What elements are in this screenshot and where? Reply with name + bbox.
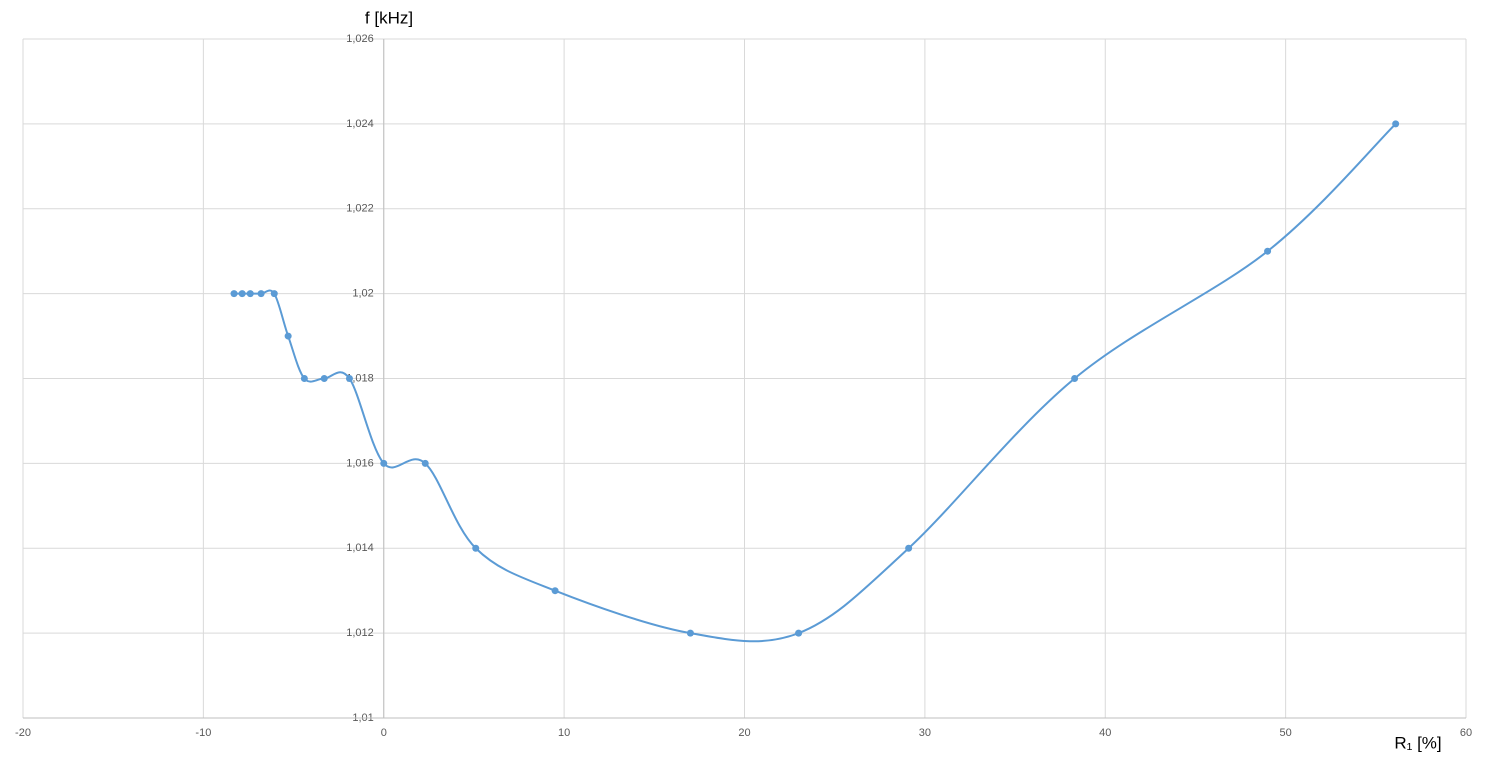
y-tick-label: 1,012	[346, 627, 374, 639]
data-point	[380, 459, 388, 467]
y-tick-label: 1,016	[346, 457, 374, 469]
data-point	[1392, 120, 1400, 128]
x-tick-label: 20	[738, 727, 750, 739]
y-axis-title: f [kHz]	[365, 8, 413, 27]
data-point	[1264, 247, 1272, 255]
data-point	[284, 332, 292, 340]
data-point	[686, 629, 694, 637]
data-point	[472, 544, 480, 552]
data-point	[1071, 375, 1079, 382]
x-tick-label: -10	[195, 727, 211, 739]
x-tick-label: 0	[381, 727, 387, 739]
data-point	[300, 375, 308, 382]
y-tick-label: 1,026	[346, 33, 374, 45]
series-line	[234, 123, 1397, 643]
y-tick-label: 1,022	[346, 203, 374, 215]
x-tick-label: -20	[15, 727, 31, 739]
y-tick-label: 1,02	[352, 288, 373, 300]
y-tick-label: 1,024	[346, 118, 374, 130]
x-tick-label: 60	[1460, 727, 1472, 739]
x-axis-title: R₁ [%]	[1394, 733, 1441, 752]
data-point	[421, 459, 429, 467]
x-tick-label: 40	[1099, 727, 1111, 739]
data-point	[320, 375, 328, 382]
data-point	[230, 290, 238, 298]
y-tick-label: 1,014	[346, 542, 374, 554]
data-point	[270, 290, 278, 298]
data-point	[905, 544, 913, 552]
data-point	[246, 290, 254, 298]
y-tick-label: 1,018	[346, 372, 374, 384]
data-point	[795, 629, 803, 637]
data-point	[551, 587, 559, 595]
data-point	[238, 290, 246, 298]
x-tick-label: 30	[919, 727, 931, 739]
data-point	[345, 375, 353, 382]
x-tick-label: 50	[1280, 727, 1292, 739]
x-tick-label: 10	[558, 727, 570, 739]
data-point	[257, 290, 265, 298]
